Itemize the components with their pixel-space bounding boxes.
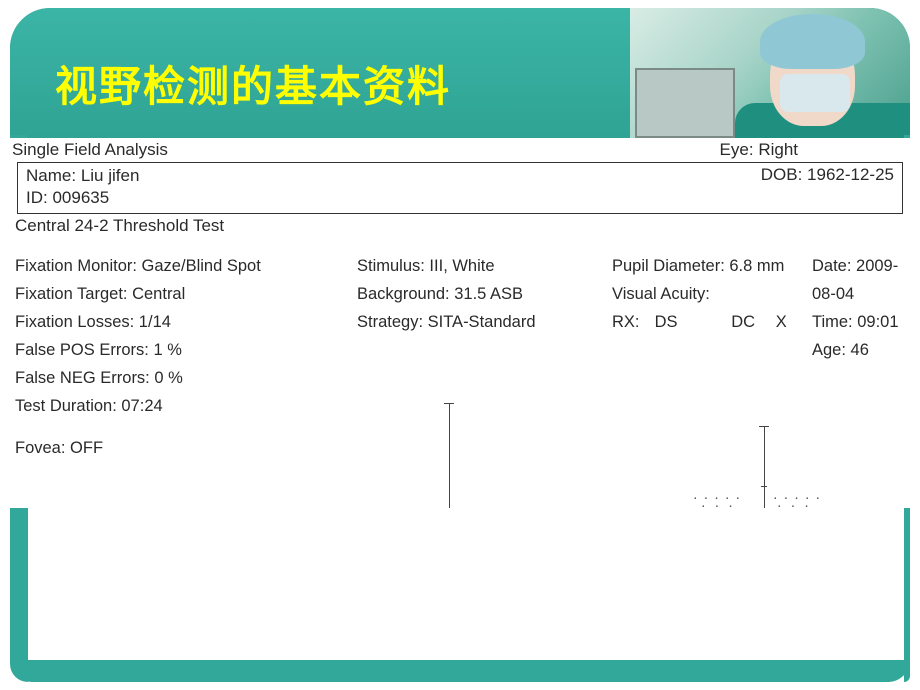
report-top-row: Single Field Analysis Eye: Right <box>12 140 908 160</box>
params-col1: Fixation Monitor: Gaze/Blind Spot Fixati… <box>12 252 357 462</box>
id-label: ID: <box>26 188 48 207</box>
fixation-target: Fixation Target: Central <box>15 280 357 308</box>
name-value: Liu jifen <box>81 166 140 185</box>
nurse-photo-area <box>630 8 910 138</box>
false-neg: False NEG Errors: 0 % <box>15 364 357 392</box>
analysis-type: Single Field Analysis <box>12 140 168 160</box>
ds-label: DS <box>655 308 727 336</box>
fixation-monitor: Fixation Monitor: Gaze/Blind Spot <box>15 252 357 280</box>
patient-name-row: Name: Liu jifen <box>26 165 139 187</box>
background: Background: 31.5 ASB <box>357 280 612 308</box>
params-col2: Stimulus: III, White Background: 31.5 AS… <box>357 252 612 462</box>
dc-label: DC <box>731 308 771 336</box>
test-name: Central 24-2 Threshold Test <box>15 216 908 236</box>
test-time: Time: 09:01 <box>812 308 908 336</box>
eye-value: Right <box>758 140 798 159</box>
nurse-cap <box>760 14 865 69</box>
fovea: Fovea: OFF <box>15 434 357 462</box>
name-label: Name: <box>26 166 76 185</box>
bottom-border <box>10 660 910 682</box>
rx-row: RX: DS DC X <box>612 308 812 336</box>
visual-acuity: Visual Acuity: <box>612 280 812 308</box>
eye-label: Eye: <box>720 140 754 159</box>
dob-value: 1962-12-25 <box>807 165 894 184</box>
rx-label: RX: <box>612 308 650 336</box>
x-label: X <box>776 308 787 336</box>
eye-field: Eye: Right <box>720 140 908 160</box>
fixation-losses: Fixation Losses: 1/14 <box>15 308 357 336</box>
params-col4: Date: 2009-08-04 Time: 09:01 Age: 46 <box>812 252 908 462</box>
visual-field-report: Single Field Analysis Eye: Right Name: L… <box>4 138 916 508</box>
dob-label: DOB: <box>761 165 803 184</box>
slide-header: 视野检测的基本资料 <box>10 8 910 138</box>
test-date: Date: 2009-08-04 <box>812 252 908 308</box>
patient-id-row: ID: 009635 <box>26 187 139 209</box>
patient-right: DOB: 1962-12-25 <box>761 165 894 209</box>
false-pos: False POS Errors: 1 % <box>15 336 357 364</box>
strategy: Strategy: SITA-Standard <box>357 308 612 336</box>
pupil-diameter: Pupil Diameter: 6.8 mm <box>612 252 812 280</box>
test-duration: Test Duration: 07:24 <box>15 392 357 420</box>
stimulus: Stimulus: III, White <box>357 252 612 280</box>
slide-title: 视野检测的基本资料 <box>55 53 451 114</box>
test-age: Age: 46 <box>812 336 908 364</box>
equipment-bg <box>635 68 735 138</box>
content-white-area <box>28 505 908 660</box>
parameters-grid: Fixation Monitor: Gaze/Blind Spot Fixati… <box>12 252 908 462</box>
id-value: 009635 <box>52 188 109 207</box>
patient-left: Name: Liu jifen ID: 009635 <box>26 165 139 209</box>
params-col3: Pupil Diameter: 6.8 mm Visual Acuity: RX… <box>612 252 812 462</box>
nurse-mask <box>780 74 850 112</box>
patient-box: Name: Liu jifen ID: 009635 DOB: 1962-12-… <box>17 162 903 214</box>
